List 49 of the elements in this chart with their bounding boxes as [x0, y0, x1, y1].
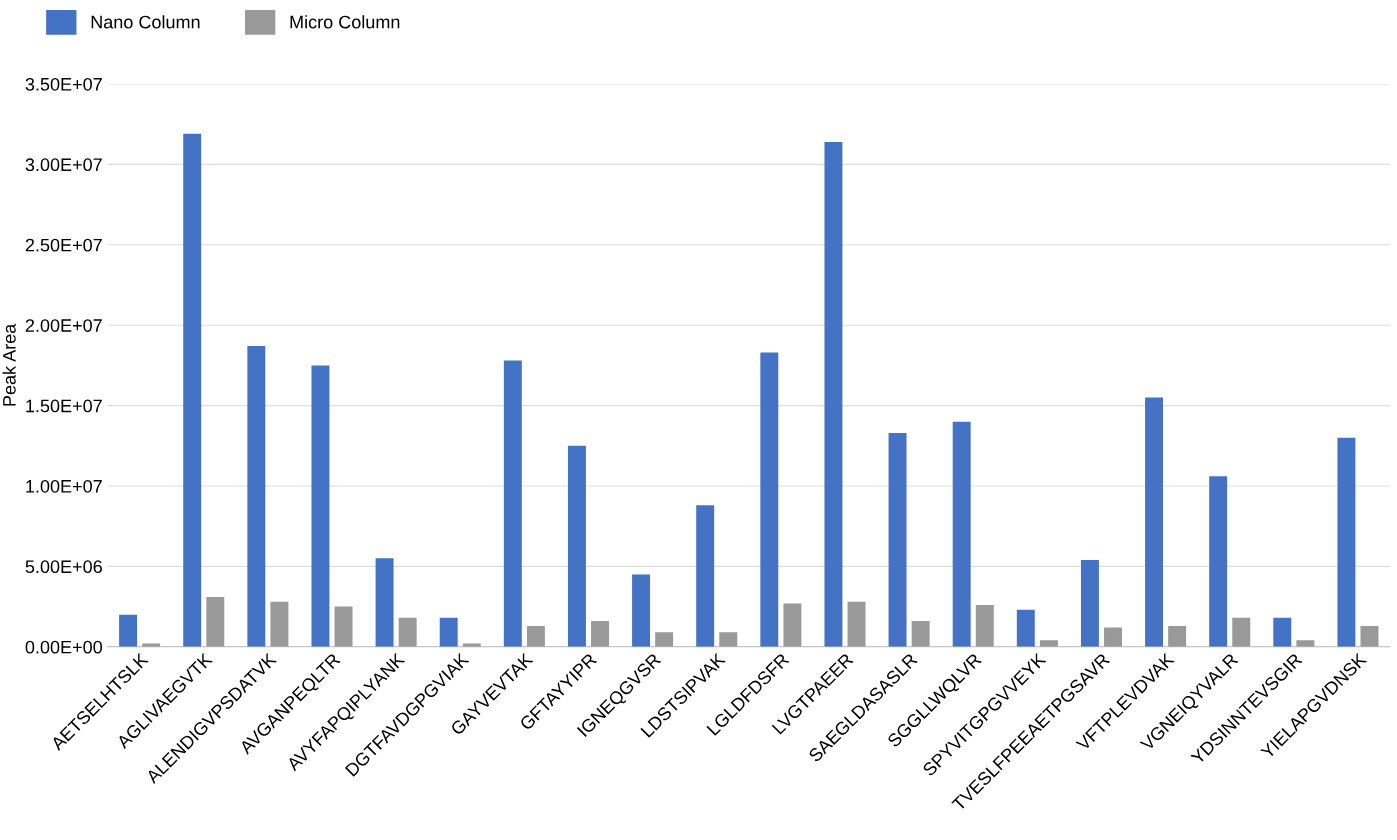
bar — [655, 632, 674, 647]
bar — [847, 601, 866, 647]
y-tick-label: 5.00E+06 — [25, 560, 102, 574]
bar — [526, 625, 545, 647]
bar — [206, 596, 225, 647]
bar — [975, 604, 994, 647]
legend-label: Nano Column — [91, 15, 200, 29]
y-tick-label: 3.50E+07 — [25, 77, 102, 91]
bar — [591, 621, 610, 647]
bar — [783, 603, 802, 647]
bar — [503, 360, 522, 647]
bar — [1296, 640, 1315, 647]
bar — [375, 558, 394, 647]
y-tick-label: 2.00E+07 — [25, 319, 102, 332]
bar — [1145, 397, 1164, 647]
y-axis-title: Peak Area — [2, 323, 16, 406]
bar — [334, 606, 353, 647]
bar — [1104, 627, 1122, 647]
y-tick-label: 1.00E+07 — [26, 479, 102, 493]
legend-label: Micro Column — [290, 15, 400, 29]
bar — [119, 614, 138, 647]
bar — [1360, 625, 1379, 647]
bar — [696, 505, 715, 647]
y-tick-label: 3.00E+07 — [25, 158, 102, 172]
bar — [911, 621, 930, 647]
bar — [632, 574, 651, 647]
bar — [952, 421, 971, 647]
bar — [1016, 609, 1035, 647]
bar — [719, 632, 738, 647]
bar — [1039, 640, 1058, 647]
bar — [824, 141, 843, 647]
bar — [1209, 476, 1228, 647]
bar — [567, 445, 586, 647]
bar — [1232, 617, 1251, 647]
bar — [183, 133, 202, 647]
y-tick-label: 2.50E+07 — [25, 238, 102, 252]
bar — [1168, 625, 1187, 647]
bar — [1337, 437, 1356, 647]
y-tick-label: 1.50E+07 — [26, 399, 102, 413]
bar — [398, 617, 417, 647]
bar — [247, 346, 266, 647]
y-tick-label: 0.00E+00 — [25, 640, 103, 654]
bar — [1080, 559, 1099, 647]
bar — [311, 365, 330, 647]
bar — [888, 432, 907, 647]
bar — [270, 601, 289, 647]
bar — [1273, 617, 1292, 647]
bar — [760, 352, 779, 647]
bar — [439, 617, 458, 647]
